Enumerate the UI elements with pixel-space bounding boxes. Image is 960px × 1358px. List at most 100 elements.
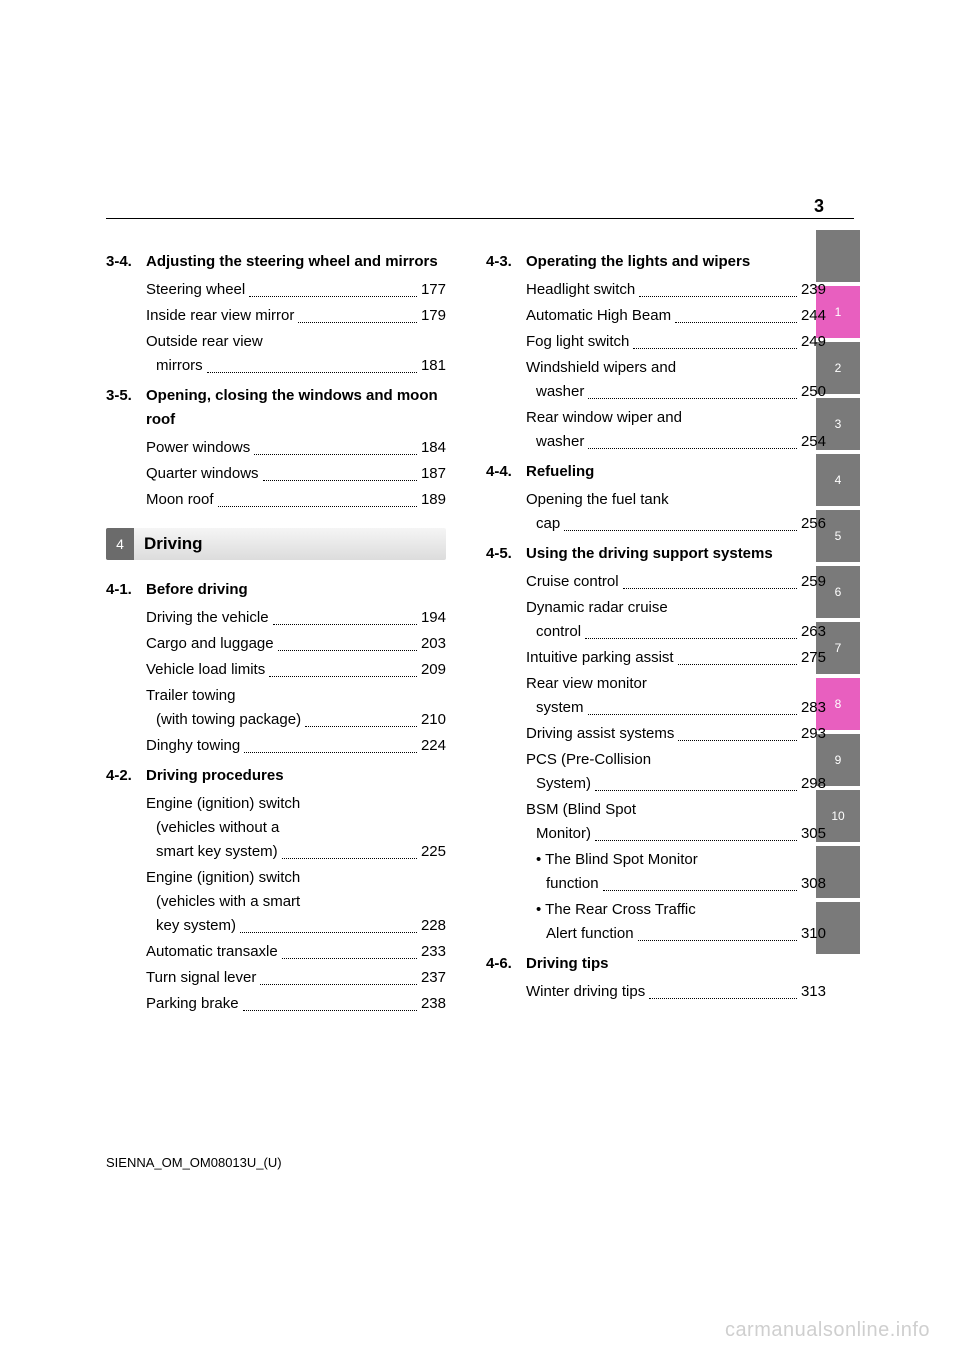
toc-entry-label: mirrors	[156, 354, 203, 378]
toc-entry-page: 308	[801, 872, 826, 896]
section-number: 3-5.	[106, 384, 146, 408]
section-title: Driving tips	[526, 952, 826, 976]
toc-section-4-2: 4-2. Driving procedures Engine (ignition…	[106, 764, 446, 1016]
toc-entry: Monitor)305	[526, 822, 826, 846]
toc-entry-label: • The Blind Spot Monitor	[526, 848, 826, 872]
toc-section-4-5: 4-5. Using the driving support systems C…	[486, 542, 826, 946]
toc-entry-label: Headlight switch	[526, 278, 635, 302]
toc-entry-page: 293	[801, 722, 826, 746]
toc-entry: Power windows184	[146, 436, 446, 460]
toc-entry: Automatic transaxle233	[146, 940, 446, 964]
section-number: 4-6.	[486, 952, 526, 976]
section-title: Refueling	[526, 460, 826, 484]
toc-entry: mirrors181	[146, 354, 446, 378]
toc-entry-label: washer	[536, 380, 584, 404]
section-title: Operating the lights and wipers	[526, 250, 826, 274]
toc-entry-label: BSM (Blind Spot	[526, 798, 826, 822]
toc-entry-label: (vehicles with a smart	[146, 890, 446, 914]
toc-entry: cap 256	[526, 512, 826, 536]
toc-entry-label: Opening the fuel tank	[526, 488, 826, 512]
toc-entry: (with towing package)210	[146, 708, 446, 732]
toc-entry-label: Fog light switch	[526, 330, 629, 354]
toc-entry-page: 275	[801, 646, 826, 670]
toc-entry-label: Rear view monitor	[526, 672, 826, 696]
toc-entry-label: washer	[536, 430, 584, 454]
toc-entry-label: control	[536, 620, 581, 644]
toc-entry: key system) 228	[146, 914, 446, 938]
toc-entry-page: 263	[801, 620, 826, 644]
leader-dots	[649, 998, 797, 999]
leader-dots	[269, 676, 417, 677]
toc-entry: Vehicle load limits 209	[146, 658, 446, 682]
toc-entry-label: Cargo and luggage	[146, 632, 274, 656]
toc-entry-label: smart key system)	[156, 840, 278, 864]
toc-entry: Cruise control 259	[526, 570, 826, 594]
leader-dots	[623, 588, 797, 589]
toc-entry-label: Driving the vehicle	[146, 606, 269, 630]
toc-entry: Driving assist systems293	[526, 722, 826, 746]
section-title: Adjusting the steering wheel and mirrors	[146, 250, 446, 274]
toc-entry: Cargo and luggage 203	[146, 632, 446, 656]
leader-dots	[595, 790, 797, 791]
toc-entry-label: (with towing package)	[156, 708, 301, 732]
toc-entry-page: 209	[421, 658, 446, 682]
toc-column-right: 4-3. Operating the lights and wipers Hea…	[486, 250, 826, 1022]
section-number: 4-3.	[486, 250, 526, 274]
toc-entry-label: PCS (Pre-Collision	[526, 748, 826, 772]
toc-entry-page: 254	[801, 430, 826, 454]
toc-entry-label: Winter driving tips	[526, 980, 645, 1004]
toc-entry-label: key system)	[156, 914, 236, 938]
toc-entry: Headlight switch239	[526, 278, 826, 302]
toc-entry: smart key system) 225	[146, 840, 446, 864]
toc-entry: Driving the vehicle 194	[146, 606, 446, 630]
toc-entry: washer250	[526, 380, 826, 404]
toc-entry-page: 203	[421, 632, 446, 656]
toc-entry-label: Cruise control	[526, 570, 619, 594]
toc-entry-page: 256	[801, 512, 826, 536]
leader-dots	[639, 296, 797, 297]
toc-entry-page: 238	[421, 992, 446, 1016]
toc-entry: System)298	[526, 772, 826, 796]
leader-dots	[243, 1010, 417, 1011]
leader-dots	[278, 650, 417, 651]
toc-entry-page: 194	[421, 606, 446, 630]
toc-entry-label: Vehicle load limits	[146, 658, 265, 682]
leader-dots	[273, 624, 417, 625]
toc-entry-page: 249	[801, 330, 826, 354]
leader-dots	[282, 858, 417, 859]
toc-entry-label: Inside rear view mirror	[146, 304, 294, 328]
toc-entry-page: 313	[801, 980, 826, 1004]
toc-entry-label: Automatic transaxle	[146, 940, 278, 964]
toc-entry: function 308	[526, 872, 826, 896]
toc-section-3-4: 3-4. Adjusting the steering wheel and mi…	[106, 250, 446, 378]
toc-entry-label: function	[546, 872, 599, 896]
toc-entry: Steering wheel177	[146, 278, 446, 302]
section-title: Using the driving support systems	[526, 542, 826, 566]
toc-section-4-4: 4-4. Refueling Opening the fuel tankcap2…	[486, 460, 826, 536]
leader-dots	[249, 296, 417, 297]
leader-dots	[263, 480, 417, 481]
toc-section-4-1: 4-1. Before driving Driving the vehicle1…	[106, 578, 446, 758]
toc-entry-label: Trailer towing	[146, 684, 446, 708]
toc-entry: Winter driving tips 313	[526, 980, 826, 1004]
toc-entry-page: 225	[421, 840, 446, 864]
leader-dots	[595, 840, 797, 841]
leader-dots	[638, 940, 797, 941]
toc-entry: Turn signal lever237	[146, 966, 446, 990]
toc-entry: Parking brake 238	[146, 992, 446, 1016]
toc-entry-label: Quarter windows	[146, 462, 259, 486]
toc-entry-label: Outside rear view	[146, 330, 446, 354]
toc-entry: system283	[526, 696, 826, 720]
leader-dots	[603, 890, 797, 891]
toc-entry-page: 259	[801, 570, 826, 594]
toc-entry-label: Parking brake	[146, 992, 239, 1016]
toc-entry-label: Windshield wipers and	[526, 356, 826, 380]
leader-dots	[244, 752, 417, 753]
leader-dots	[298, 322, 417, 323]
toc-entry-label: cap	[536, 512, 560, 536]
toc-entry: Alert function310	[526, 922, 826, 946]
section-number: 4-1.	[106, 578, 146, 602]
toc-entry-page: 228	[421, 914, 446, 938]
toc-entry: Fog light switch 249	[526, 330, 826, 354]
section-title: Opening, closing the windows and moon ro…	[146, 384, 446, 432]
